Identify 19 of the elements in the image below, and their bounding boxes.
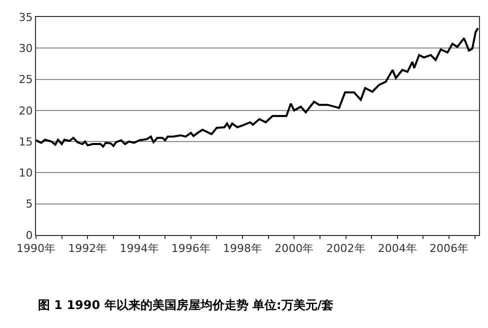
y-tick-label: 25 (18, 73, 33, 86)
y-tick-label: 30 (18, 42, 33, 55)
x-tick-label: 2006年 (430, 242, 469, 256)
y-tick-label: 5 (26, 198, 33, 211)
x-tick-label: 1996年 (171, 242, 210, 256)
y-tick-label: 10 (18, 166, 33, 180)
caption: 图 1 1990 年以来的美国房屋均价走势 单位:万美元/套 (38, 298, 334, 312)
x-tick-label: 1992年 (68, 242, 108, 256)
x-tick-label: 1998年 (223, 242, 262, 256)
x-tick-label: 1990年 (16, 242, 56, 256)
x-tick-label: 2004年 (378, 242, 417, 256)
y-tick-label: 0 (26, 228, 33, 242)
line-series (36, 27, 479, 148)
x-tick-label: 1994年 (120, 242, 159, 256)
y-tick-label: 15 (18, 135, 33, 148)
y-tick-label: 20 (18, 104, 33, 118)
x-tick-label: 2000年 (274, 242, 314, 256)
x-tick-label: 2002年 (326, 242, 366, 256)
y-tick-label: 35 (18, 10, 33, 24)
